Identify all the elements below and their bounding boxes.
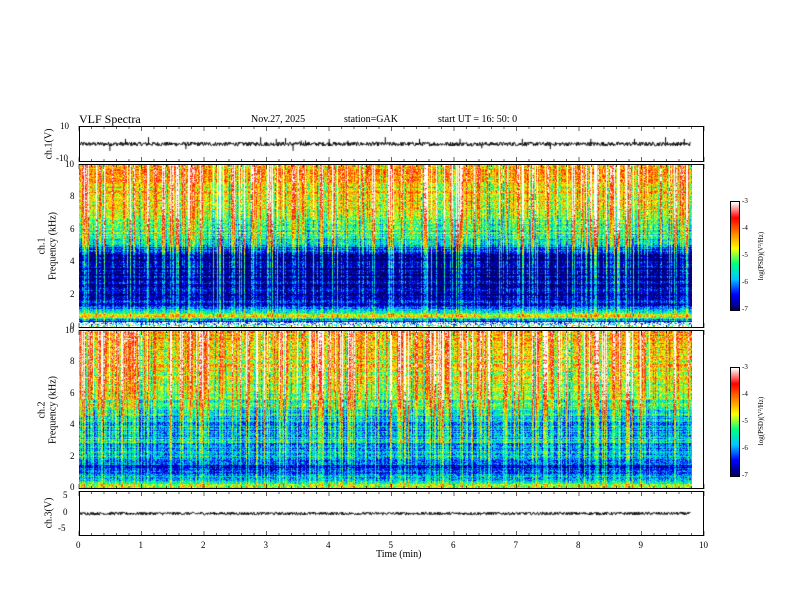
ch3-ytick-minus5: -5 xyxy=(58,523,66,533)
ch1-ytick-bottom: -10 xyxy=(56,153,68,163)
x-tick-3: 3 xyxy=(263,540,269,550)
ch2-spectrogram-ytick-10: 10 xyxy=(65,325,74,335)
x-tick-6: 6 xyxy=(451,540,456,550)
ch1-spectrogram-image xyxy=(79,165,692,327)
ch1-spectrogram-ytick-8: 8 xyxy=(70,191,75,202)
ch3-ytick-0: 0 xyxy=(63,507,68,517)
ch2-colorbar xyxy=(730,367,740,477)
ch2-spectrogram-image xyxy=(79,331,692,488)
x-tick-7: 7 xyxy=(513,540,519,550)
x-tick-4: 4 xyxy=(326,540,331,550)
x-tick-10: 10 xyxy=(699,540,708,550)
x-tick-2: 2 xyxy=(201,540,206,550)
x-tick-1: 1 xyxy=(138,540,144,550)
ch2-colorbar-tick--7: -7 xyxy=(742,471,748,479)
ch1-colorbar-tick--6: -6 xyxy=(742,278,748,286)
ch3-waveform-trace xyxy=(80,492,703,535)
ch1-spectrogram-ytick-10: 10 xyxy=(65,159,74,169)
ch2-colorbar-tick--6: -6 xyxy=(742,444,748,452)
x-tick-5: 5 xyxy=(388,540,394,550)
start-time-label: start UT = 16: 50: 0 xyxy=(438,114,518,125)
ch1-waveform-panel xyxy=(79,126,704,162)
ch2-spectrogram-ytick-4: 4 xyxy=(70,419,75,430)
chart-title: VLF Spectra xyxy=(79,112,141,126)
x-tick-8: 8 xyxy=(576,540,581,550)
ch2-colorbar-tick--5: -5 xyxy=(742,417,748,425)
ch1-colorbar-tick--7: -7 xyxy=(742,305,748,313)
ch1-spectrogram-ytick-0: 0 xyxy=(70,321,75,331)
ch1-colorbar xyxy=(730,201,740,311)
ch2-spectrogram-ytick-8: 8 xyxy=(70,356,75,367)
ch2-spectrogram-ytick-6: 6 xyxy=(70,387,75,398)
ch2-spectrogram-ytick-2: 2 xyxy=(70,450,75,461)
ch3-waveform-panel xyxy=(79,491,704,536)
date-label: Nov.27, 2025 xyxy=(251,114,306,125)
ch1-colorbar-tick--4: -4 xyxy=(742,224,748,232)
x-tick-9: 9 xyxy=(638,540,644,550)
x-tick-0: 0 xyxy=(76,540,81,550)
ch2-colorbar-tick--4: -4 xyxy=(742,390,748,398)
ch1-colorbar-tick--3: -3 xyxy=(742,197,748,205)
x-axis-label: Time (min) xyxy=(376,549,422,560)
station-label: station=GAK xyxy=(344,114,398,125)
ch1-colorbar-tick--5: -5 xyxy=(742,251,748,259)
ch3-ytick-5: 5 xyxy=(63,490,68,500)
ch1-ytick-top: 10 xyxy=(60,121,69,131)
ch1-spectrogram-ytick-2: 2 xyxy=(70,288,75,299)
ch1-waveform-trace xyxy=(80,127,703,161)
ch2-spectrogram-ytick-0: 0 xyxy=(70,482,75,492)
ch1-spectrogram-ytick-6: 6 xyxy=(70,223,75,234)
ch1-spectrogram-ytick-4: 4 xyxy=(70,256,75,267)
ch2-colorbar-tick--3: -3 xyxy=(742,363,748,371)
